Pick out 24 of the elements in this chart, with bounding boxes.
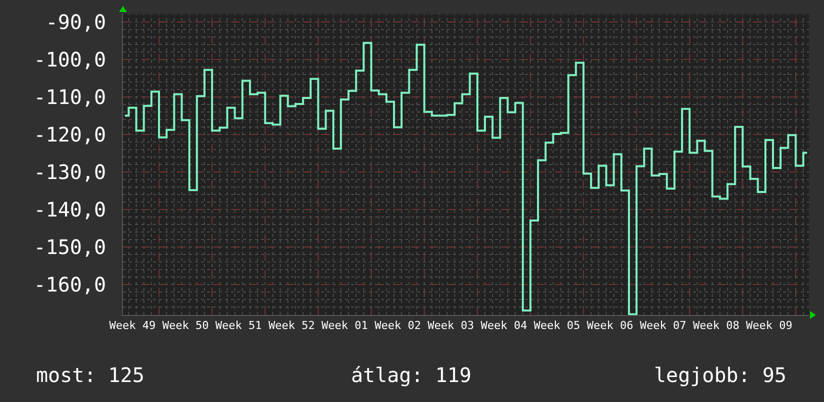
x-tick-label: Week 06 (586, 319, 634, 332)
text: legjobb: 95 (654, 363, 786, 387)
text: most: 125 (36, 363, 144, 387)
y-tick-label: -110,0 (34, 84, 106, 109)
x-tick-label: Week 09 (746, 319, 792, 332)
y-tick-label: -140,0 (34, 197, 106, 222)
x-tick-label: Week 04 (480, 319, 528, 332)
x-tick-label: Week 08 (692, 319, 740, 332)
x-tick-label: Week 02 (374, 319, 421, 332)
y-tick-label: -90,0 (46, 10, 106, 34)
x-tick-label: Week 03 (428, 319, 474, 332)
x-tick-label: Week 50 (162, 319, 209, 332)
text: átlag: 119 (351, 363, 472, 387)
x-tick-label: Week 51 (215, 319, 262, 332)
x-tick-label: Week 49 (109, 319, 156, 332)
y-tick-label: -130,0 (34, 160, 106, 184)
x-tick-label: Week 07 (640, 319, 686, 332)
y-tick-label: -100,0 (34, 47, 106, 72)
y-tick-label: -120,0 (34, 122, 106, 146)
x-tick-label: Week 01 (322, 319, 368, 332)
x-tick-label: Week 05 (534, 319, 580, 332)
y-tick-label: -150,0 (34, 234, 106, 259)
y-tick-label: -160,0 (34, 272, 106, 296)
x-tick-label: Week 52 (268, 319, 315, 332)
